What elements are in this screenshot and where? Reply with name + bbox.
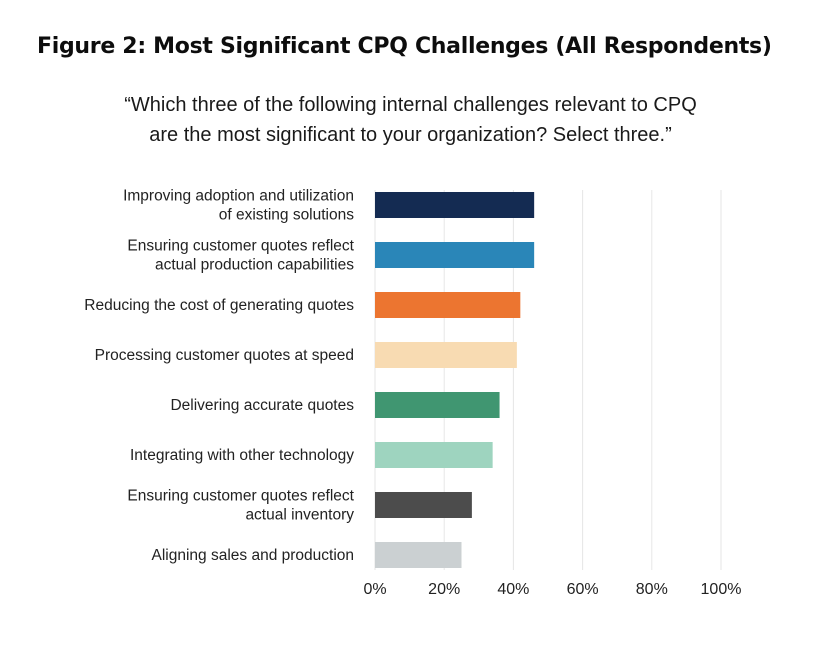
x-tick-label: 20% bbox=[428, 581, 460, 598]
x-tick-label: 80% bbox=[636, 581, 668, 598]
bar bbox=[375, 292, 521, 318]
bars bbox=[375, 192, 535, 568]
category-label: Ensuring customer quotes reflect actual p… bbox=[127, 238, 354, 274]
category-label: Integrating with other technology bbox=[130, 447, 354, 464]
chart-title: Figure 2: Most Significant CPQ Challenge… bbox=[37, 34, 772, 59]
chart-subtitle-line-1: “Which three of the following internal c… bbox=[124, 94, 697, 116]
category-label: Ensuring customer quotes reflect actual i… bbox=[127, 488, 354, 524]
category-labels: Improving adoption and utilization of exi… bbox=[84, 188, 354, 565]
category-label: Aligning sales and production bbox=[152, 547, 355, 564]
category-label: Processing customer quotes at speed bbox=[95, 347, 354, 364]
bar bbox=[375, 492, 472, 518]
x-tick-label: 0% bbox=[363, 581, 386, 598]
category-label: Delivering accurate quotes bbox=[170, 397, 354, 414]
bar bbox=[375, 542, 462, 568]
x-axis-tick-labels: 0% 20% 40% 60% 80% 100% bbox=[363, 581, 741, 598]
bar bbox=[375, 342, 517, 368]
bar bbox=[375, 192, 535, 218]
bar bbox=[375, 392, 500, 418]
x-tick-label: 100% bbox=[701, 581, 742, 598]
category-label: Improving adoption and utilization of exi… bbox=[123, 188, 354, 224]
x-tick-label: 60% bbox=[567, 581, 599, 598]
category-label: Reducing the cost of generating quotes bbox=[84, 297, 354, 314]
x-tick-label: 40% bbox=[497, 581, 529, 598]
bar bbox=[375, 242, 535, 268]
bar bbox=[375, 442, 493, 468]
chart-subtitle-line-2: are the most significant to your organiz… bbox=[149, 124, 672, 146]
